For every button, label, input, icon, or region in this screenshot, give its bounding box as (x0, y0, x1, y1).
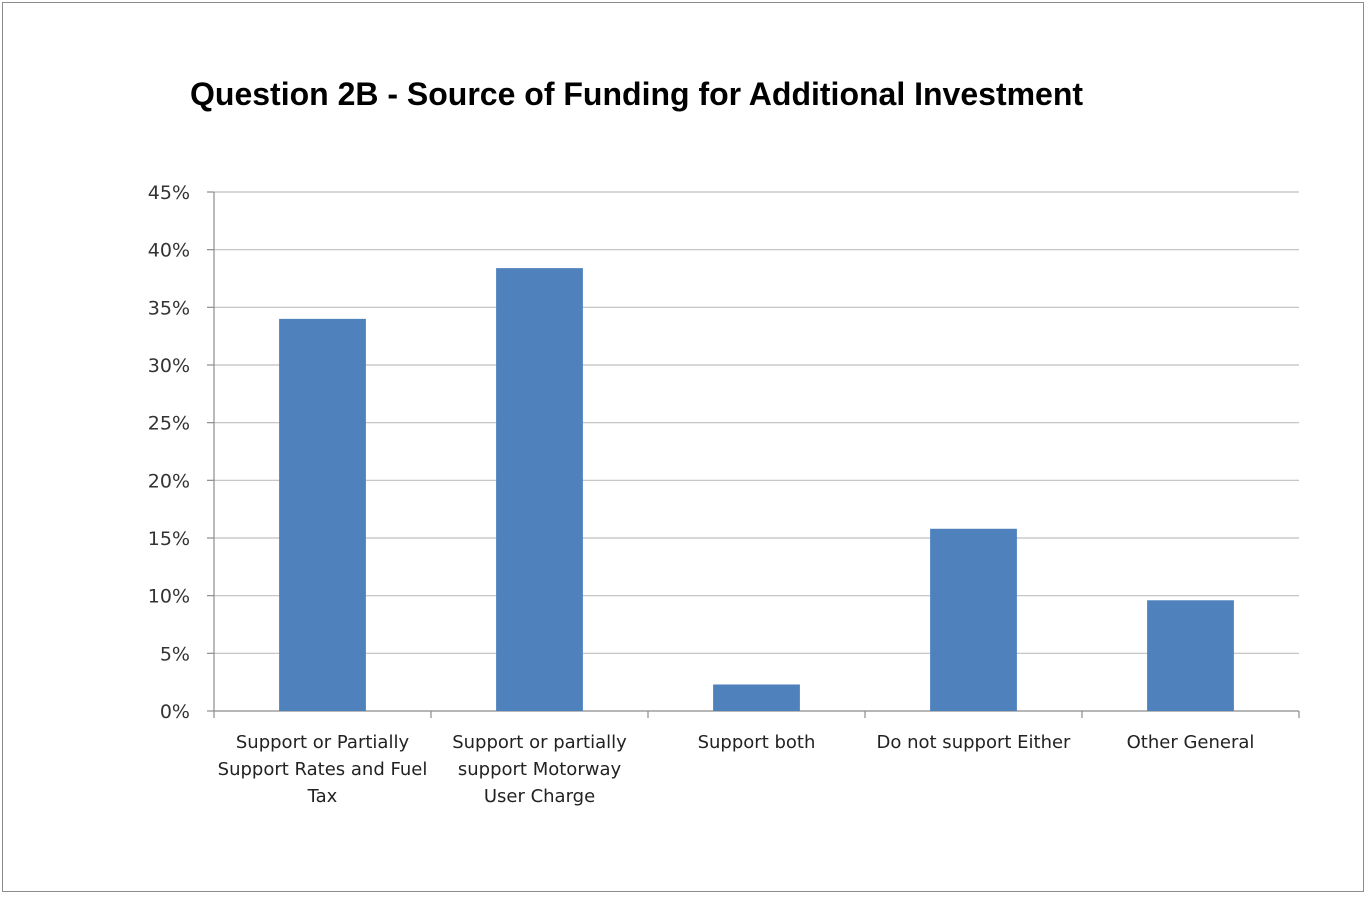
gridlines (214, 191, 1299, 654)
y-tick-label: 35% (148, 297, 190, 319)
x-category-label: Support or partially (452, 732, 627, 753)
bar (279, 318, 366, 711)
bar (713, 684, 800, 711)
y-tick-label: 5% (160, 643, 190, 665)
x-category-label: Support or Partially (236, 732, 410, 753)
y-tick-label: 10% (148, 586, 190, 608)
x-category-label: User Charge (484, 786, 595, 807)
bar (930, 528, 1017, 711)
x-category-label: support Motorway (458, 759, 622, 780)
x-category-label: Other General (1127, 732, 1255, 753)
y-tick-labels: 0% 5% 10% 15% 20% 25% 30% 35% 40% 45% (148, 182, 190, 723)
bar (1147, 600, 1234, 711)
y-tick-label: 45% (148, 182, 190, 204)
x-category-label: Tax (307, 786, 338, 807)
chart-title: Question 2B - Source of Funding for Addi… (190, 76, 1084, 112)
y-tick-label: 0% (160, 701, 190, 723)
bars (279, 268, 1234, 711)
x-category-label: Do not support Either (877, 732, 1072, 753)
y-tick-label: 25% (148, 413, 190, 435)
y-tick-label: 40% (148, 240, 190, 262)
x-category-label: Support Rates and Fuel (218, 759, 428, 780)
x-category-label: Support both (698, 732, 816, 753)
x-category-labels: Support or Partially Support Rates and Fu… (218, 732, 1255, 807)
bar (496, 268, 583, 711)
y-tick-label: 30% (148, 355, 190, 377)
y-tick-label: 20% (148, 470, 190, 492)
y-tick-label: 15% (148, 528, 190, 550)
axes (207, 191, 1300, 718)
